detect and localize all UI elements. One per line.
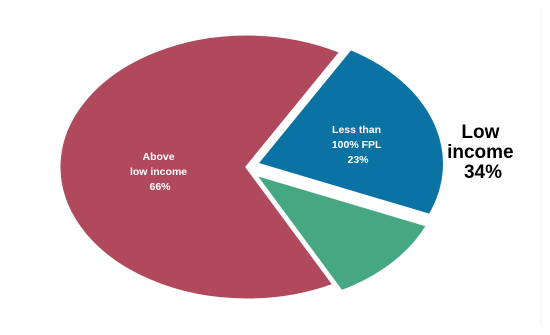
- low-income-callout: Low income 34%: [447, 122, 519, 183]
- slice-label-less-than-100-fpl: Less than 100% FPL 23%: [332, 124, 384, 166]
- pie-slices: [57, 32, 446, 302]
- slice-above-low-income: [57, 32, 344, 302]
- slice-less-than-100-fpl: [253, 46, 446, 218]
- slice-remaining-low-income: [250, 171, 430, 294]
- slice-label-above-low-income: Above low income 66%: [130, 151, 190, 193]
